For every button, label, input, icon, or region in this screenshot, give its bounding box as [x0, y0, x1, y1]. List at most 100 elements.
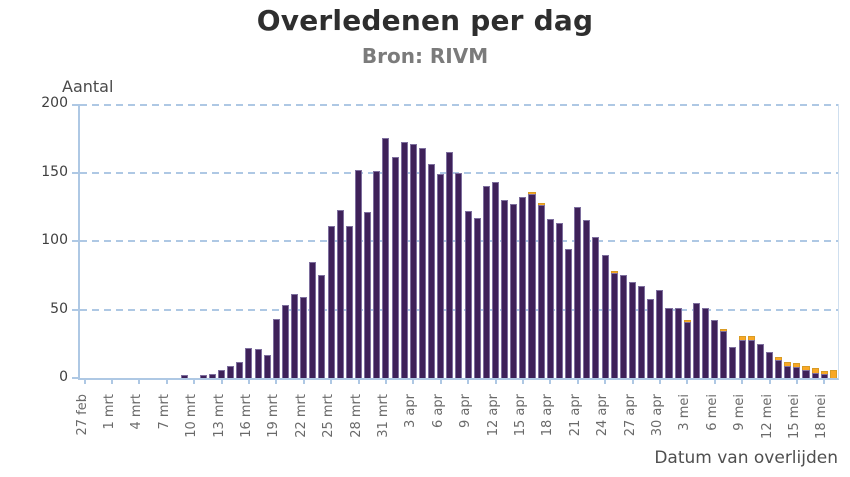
bar-11-mrt[interactable]: [199, 375, 207, 378]
x-tick-label-text: 27 feb: [74, 394, 90, 436]
bar-4-apr[interactable]: [418, 147, 426, 378]
gridline-200: [80, 104, 838, 106]
bar-10-apr[interactable]: [473, 217, 481, 378]
bar-25-apr[interactable]: [610, 271, 618, 378]
bar-11-apr[interactable]: [482, 186, 490, 378]
bar-16-apr[interactable]: [528, 191, 536, 378]
bar-17-mrt[interactable]: [254, 349, 262, 378]
bar-7-mei[interactable]: [720, 328, 728, 378]
bar-12-apr[interactable]: [491, 182, 499, 378]
bar-27-apr[interactable]: [628, 282, 636, 378]
bar-segment-purple: [674, 308, 682, 378]
bar-1-apr[interactable]: [391, 157, 399, 378]
bar-22-mrt[interactable]: [300, 297, 308, 378]
bar-23-mrt[interactable]: [309, 261, 317, 378]
bar-segment-purple: [574, 206, 582, 378]
bar-27-mrt[interactable]: [345, 225, 353, 378]
bar-26-mrt[interactable]: [336, 209, 344, 378]
bar-segment-orange: [775, 357, 783, 361]
bar-15-apr[interactable]: [519, 197, 527, 378]
bar-segment-purple: [793, 367, 801, 378]
bar-13-mei[interactable]: [775, 357, 783, 378]
bar-17-apr[interactable]: [537, 202, 545, 378]
bar-20-apr[interactable]: [565, 249, 573, 378]
bar-5-mei[interactable]: [702, 308, 710, 378]
bar-9-mei[interactable]: [738, 335, 746, 378]
bar-13-apr[interactable]: [501, 199, 509, 378]
y-tick-label-100: 100: [41, 232, 68, 248]
bar-segment-purple: [775, 360, 783, 378]
x-tick-label-text: 24 apr: [595, 394, 611, 437]
bar-16-mei[interactable]: [802, 365, 810, 378]
bar-segment-purple: [546, 219, 554, 378]
bar-24-apr[interactable]: [601, 254, 609, 378]
bar-12-mrt[interactable]: [208, 373, 216, 378]
bar-16-mrt[interactable]: [245, 347, 253, 378]
bar-14-apr[interactable]: [510, 204, 518, 378]
x-tick-label-text: 22 mrt: [293, 394, 309, 438]
bar-10-mei[interactable]: [747, 335, 755, 378]
bar-21-mrt[interactable]: [291, 294, 299, 378]
bar-29-mrt[interactable]: [364, 212, 372, 378]
bar-segment-purple: [309, 261, 317, 378]
bar-2-mei[interactable]: [674, 308, 682, 378]
bar-1-mei[interactable]: [665, 308, 673, 378]
bar-14-mei[interactable]: [784, 361, 792, 378]
bar-3-mei[interactable]: [683, 320, 691, 378]
x-tick-label-text: 25 mrt: [321, 394, 337, 438]
bar-8-mei[interactable]: [729, 346, 737, 378]
x-tick-9 mei: [741, 378, 744, 384]
x-tick-9 apr: [467, 378, 470, 384]
bar-2-apr[interactable]: [400, 142, 408, 378]
bar-segment-purple: [656, 290, 664, 378]
bar-30-apr[interactable]: [656, 290, 664, 378]
bar-22-apr[interactable]: [583, 220, 591, 378]
bar-8-apr[interactable]: [455, 172, 463, 378]
bar-9-apr[interactable]: [464, 210, 472, 378]
bar-17-mei[interactable]: [811, 368, 819, 378]
bar-3-apr[interactable]: [409, 143, 417, 378]
bar-29-apr[interactable]: [647, 298, 655, 378]
bar-9-mrt[interactable]: [181, 375, 189, 378]
bar-25-mrt[interactable]: [327, 225, 335, 378]
bar-segment-purple: [227, 365, 235, 378]
bar-6-mei[interactable]: [711, 320, 719, 378]
bar-18-apr[interactable]: [546, 219, 554, 378]
bar-14-mrt[interactable]: [227, 365, 235, 378]
bar-15-mei[interactable]: [793, 362, 801, 378]
bar-15-mrt[interactable]: [236, 361, 244, 378]
x-tick-label-text: 3 apr: [403, 394, 419, 428]
bar-23-apr[interactable]: [592, 236, 600, 378]
bar-segment-purple: [391, 157, 399, 378]
bar-13-mrt[interactable]: [217, 369, 226, 378]
x-tick-15 apr: [521, 378, 524, 384]
x-tick-label-text: 12 mei: [759, 394, 775, 439]
x-tick-25 mrt: [330, 378, 333, 384]
bar-28-mrt[interactable]: [354, 169, 362, 378]
bar-31-mrt[interactable]: [382, 138, 390, 378]
bar-11-mei[interactable]: [756, 343, 764, 378]
y-tick-label-0: 0: [59, 369, 68, 385]
bar-segment-purple: [811, 372, 819, 378]
bar-21-apr[interactable]: [574, 206, 582, 378]
bar-12-mei[interactable]: [765, 351, 773, 378]
bar-7-apr[interactable]: [446, 151, 454, 378]
x-tick-label-text: 28 mrt: [348, 394, 364, 438]
bar-30-mrt[interactable]: [373, 171, 381, 378]
bar-4-mei[interactable]: [692, 302, 700, 378]
bar-18-mrt[interactable]: [263, 354, 271, 378]
bar-19-apr[interactable]: [555, 223, 563, 378]
bar-6-apr[interactable]: [437, 173, 445, 378]
bar-28-apr[interactable]: [638, 286, 646, 378]
bar-19-mei[interactable]: [829, 369, 837, 378]
bar-24-mrt[interactable]: [318, 275, 326, 378]
bar-5-apr[interactable]: [428, 164, 436, 378]
bar-19-mrt[interactable]: [272, 319, 280, 378]
bar-20-mrt[interactable]: [281, 305, 289, 378]
x-tick-12 apr: [494, 378, 497, 384]
bar-18-mei[interactable]: [820, 371, 828, 378]
x-tick-label-text: 6 apr: [430, 394, 446, 428]
bar-segment-purple: [428, 164, 436, 378]
bar-segment-purple: [820, 373, 828, 378]
bar-26-apr[interactable]: [619, 275, 627, 378]
